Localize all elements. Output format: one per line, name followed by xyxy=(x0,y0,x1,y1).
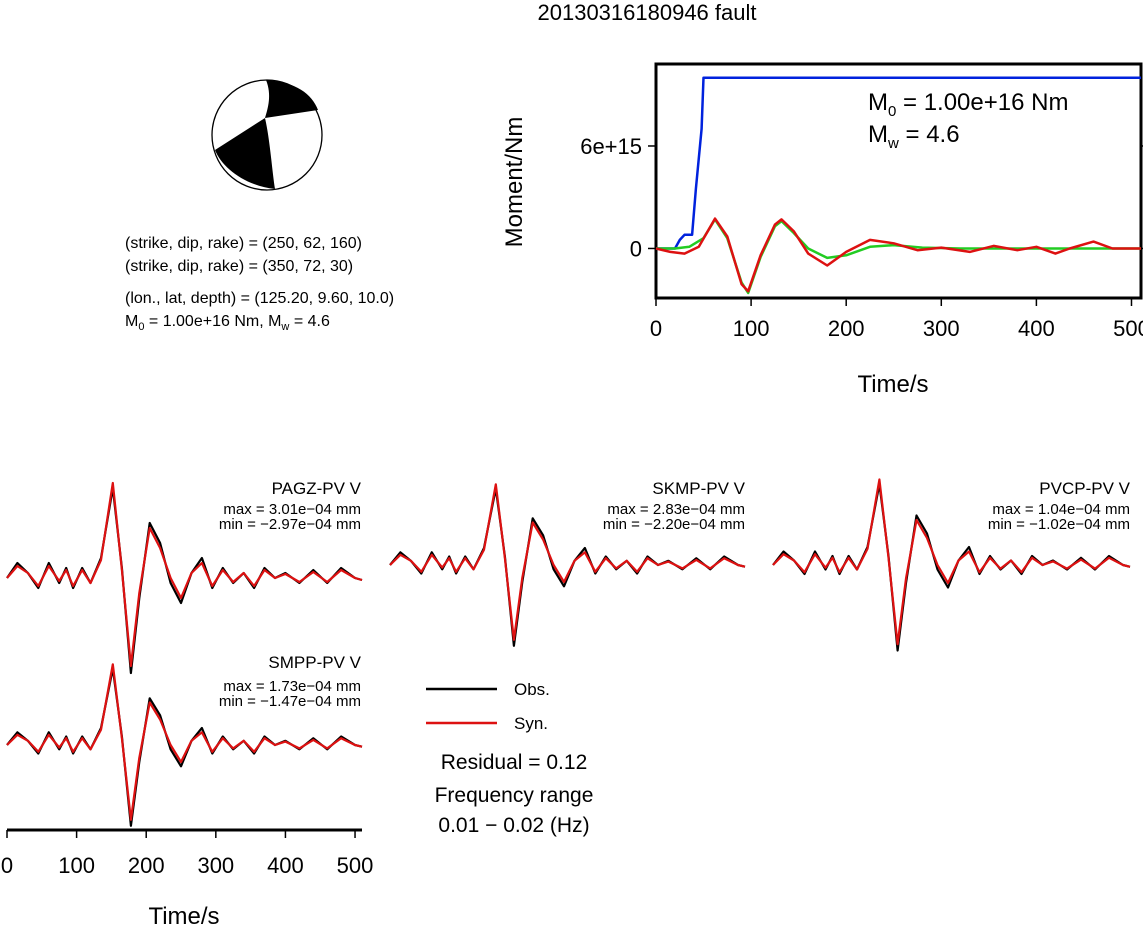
residual-value: Residual = 0.12 xyxy=(441,751,588,774)
waveform-legend: Obs. Syn. Residual = 0.12 Frequency rang… xyxy=(426,680,593,837)
moment-xlabel: Time/s xyxy=(857,371,928,398)
hypocenter-info: (lon., lat, depth) = (125.20, 9.60, 10.0… xyxy=(125,290,394,307)
station-label-pagz: PAGZ-PV V max = 3.01e−04 mm min = −2.97e… xyxy=(219,479,362,533)
station-name: PVCP-PV V xyxy=(1039,479,1130,498)
station-min: min = −1.02e−04 mm xyxy=(988,516,1130,533)
moment-function-plot: 010020030040050006e+15 M0 = 1.00e+16 Nm … xyxy=(501,62,1143,398)
frequency-range-value: 0.01 − 0.02 (Hz) xyxy=(438,814,589,837)
frequency-range-label: Frequency range xyxy=(435,784,594,807)
moment-series-group xyxy=(655,76,1141,295)
moment-xtick-label: 300 xyxy=(923,316,960,341)
waveform-xtick-label: 0 xyxy=(1,853,13,878)
station-max: max = 3.01e−04 mm xyxy=(223,501,361,518)
waveform-xlabel: Time/s xyxy=(148,903,219,926)
station-label-smpp: SMPP-PV V max = 1.73e−04 mm min = −1.47e… xyxy=(219,653,362,710)
station-name: PAGZ-PV V xyxy=(272,479,362,498)
station-max: max = 1.04e−04 mm xyxy=(992,501,1130,518)
moment-xtick-label: 0 xyxy=(650,316,662,341)
synthetic-trace xyxy=(389,483,746,641)
station-max: max = 2.83e−04 mm xyxy=(607,501,745,518)
moment-xtick-label: 100 xyxy=(733,316,770,341)
waveform-axis-ticks: 0 100 200 300 400 500 xyxy=(1,830,374,878)
figure-title: 20130316180946 fault xyxy=(538,0,757,25)
station-name: SMPP-PV V xyxy=(268,653,361,672)
legend-obs-label: Obs. xyxy=(514,680,550,699)
moment-ylabel: Moment/Nm xyxy=(501,117,528,248)
waveform-panel-skmp xyxy=(389,483,746,647)
focal-info-block: (strike, dip, rake) = (250, 62, 160) (st… xyxy=(125,235,394,333)
beachball xyxy=(211,79,323,191)
moment-axis-ticks: 0 100 200 300 400 500 0 6e+15 xyxy=(580,134,1143,341)
station-max: max = 1.73e−04 mm xyxy=(223,678,361,695)
station-name: SKMP-PV V xyxy=(652,479,745,498)
station-label-skmp: SKMP-PV V max = 2.83e−04 mm min = −2.20e… xyxy=(603,479,746,533)
beachball-compression-quadrant-1 xyxy=(265,80,318,118)
moment-ytick-label: 6e+15 xyxy=(580,134,642,159)
moment-rate-green-line xyxy=(656,218,1141,295)
waveform-xtick-label: 100 xyxy=(58,853,95,878)
moment-rate-red-line xyxy=(655,217,1141,293)
moment-ytick-label: 0 xyxy=(630,236,642,261)
station-min: min = −1.47e−04 mm xyxy=(219,693,361,710)
moment-annotation-mw: Mw = 4.6 xyxy=(868,121,960,152)
legend-syn-label: Syn. xyxy=(514,714,548,733)
beachball-compression-quadrant-2 xyxy=(215,118,275,189)
focal-plane-2: (strike, dip, rake) = (350, 72, 30) xyxy=(125,258,353,275)
waveform-panels xyxy=(6,478,1131,827)
waveform-xtick-label: 300 xyxy=(197,853,234,878)
waveform-panel-pvcp xyxy=(772,478,1131,652)
waveform-time-axis: 0 100 200 300 400 500 Time/s xyxy=(1,828,374,926)
moment-xtick-label: 400 xyxy=(1018,316,1055,341)
waveform-panel-smpp xyxy=(6,663,363,827)
station-min: min = −2.97e−04 mm xyxy=(219,516,361,533)
waveform-xtick-label: 500 xyxy=(337,853,374,878)
station-min: min = −2.20e−04 mm xyxy=(603,516,745,533)
waveform-panel-pagz xyxy=(6,481,363,675)
magnitude-info: M0 = 1.00e+16 Nm, Mw = 4.6 xyxy=(125,313,330,333)
waveform-xtick-label: 400 xyxy=(267,853,304,878)
moment-plot-frame xyxy=(654,62,1143,300)
moment-cumulative-line xyxy=(656,76,1141,250)
synthetic-trace xyxy=(6,663,363,821)
moment-annotation-m0: M0 = 1.00e+16 Nm xyxy=(868,89,1068,120)
focal-plane-1: (strike, dip, rake) = (250, 62, 160) xyxy=(125,235,362,252)
waveform-xtick-label: 200 xyxy=(128,853,165,878)
moment-xtick-label: 200 xyxy=(828,316,865,341)
synthetic-trace xyxy=(772,478,1131,646)
moment-xtick-label: 500 xyxy=(1113,316,1143,341)
station-label-pvcp: PVCP-PV V max = 1.04e−04 mm min = −1.02e… xyxy=(988,479,1131,533)
synthetic-trace xyxy=(6,481,363,668)
